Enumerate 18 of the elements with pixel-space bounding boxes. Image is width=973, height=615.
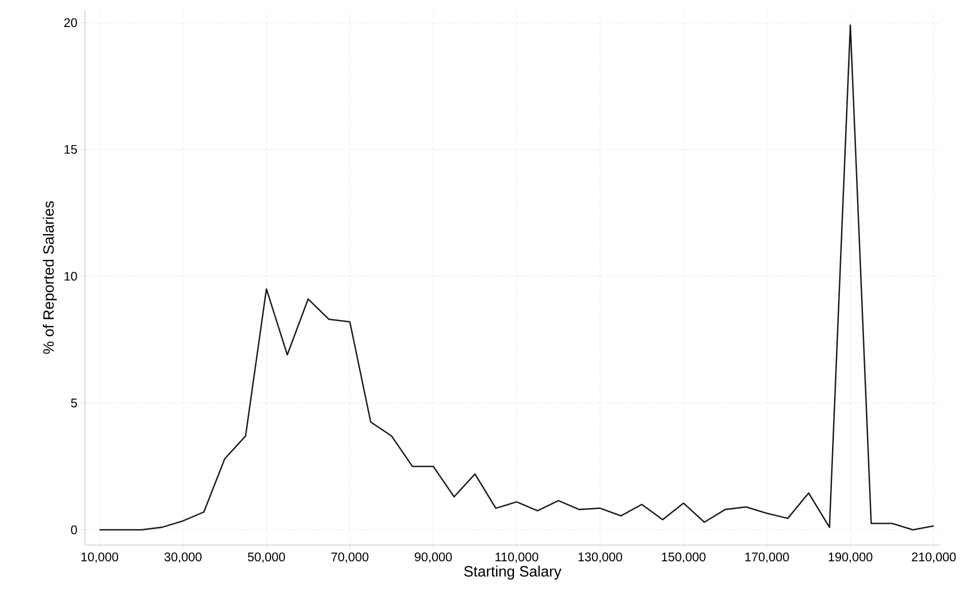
x-tick-label: 90,000 [414,552,452,563]
x-tick-label: 10,000 [82,552,118,563]
y-axis-title: % of Reported Salaries [42,201,57,354]
x-tick-label: 150,000 [662,552,706,563]
x-tick-label: 50,000 [248,552,285,563]
y-tick-label: 15 [64,145,77,154]
x-tick-label: 190,000 [828,552,872,563]
y-tick-label: 0 [71,525,77,534]
y-tick-label: 10 [64,272,77,281]
y-tick-label: 5 [71,398,77,408]
x-axis-title: Starting Salary [464,566,562,580]
x-tick-label: 110,000 [496,552,538,563]
x-tick-label: 130,000 [578,552,622,563]
x-tick-label: 70,000 [331,552,368,563]
x-tick-label: 210,000 [912,552,956,563]
x-tick-label: 30,000 [164,552,202,563]
y-tick-label: 20 [64,18,77,28]
x-tick-label: 170,000 [745,552,789,563]
